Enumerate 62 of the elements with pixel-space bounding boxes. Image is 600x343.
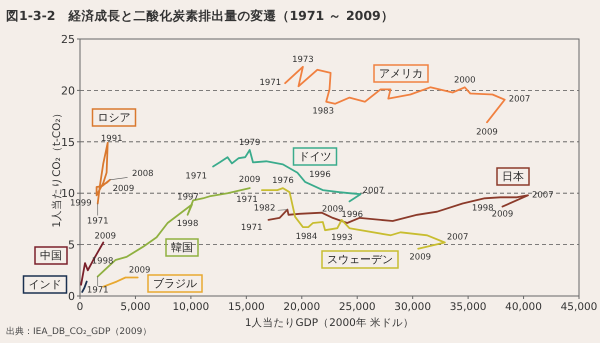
y-axis-title: 1人当たりCO₂（t-CO₂）: [51, 107, 63, 228]
annotation: 1979: [238, 138, 260, 148]
x-tick-label: 45,000: [560, 301, 598, 313]
x-tick-label: 25,000: [338, 301, 376, 313]
y-tick-label: 20: [61, 84, 75, 98]
y-tick-label: 15: [61, 136, 75, 149]
annotation: 1973: [292, 54, 314, 65]
y-tick-label: 25: [61, 33, 75, 46]
series-label: ロシア: [98, 111, 130, 124]
series-label: スウェーデン: [327, 253, 393, 266]
annotation: 1998: [472, 203, 494, 214]
annotation: 1976: [272, 176, 294, 186]
annotation: 1971: [240, 222, 263, 233]
y-tick-label: 10: [61, 187, 75, 200]
annotation: 2007: [362, 186, 384, 196]
x-axis-title: 1人当たりGDP（2000年 米ドル）: [244, 316, 414, 329]
series-label: 日本: [502, 170, 524, 183]
annotation: 2008: [132, 168, 154, 179]
y-tick-label: 0: [68, 290, 75, 303]
annotation: 2009: [476, 127, 498, 138]
x-tick-label: 35,000: [450, 301, 486, 313]
series-label: 韓国: [171, 241, 193, 254]
annotation: 1996: [309, 170, 331, 180]
annotation: 2009: [492, 210, 514, 220]
annotation: 2007: [508, 94, 530, 105]
annotation: 2007: [532, 190, 554, 200]
annotation: 1971: [185, 171, 208, 182]
annotation: 1996: [341, 210, 364, 220]
annotation: 1991: [100, 134, 123, 144]
annotation: 2009: [128, 265, 150, 276]
y-tick-label: 5: [68, 238, 75, 252]
annotation: 1971: [260, 78, 282, 88]
x-tick-label: 10,000: [172, 301, 210, 313]
text: 中国: [40, 249, 62, 262]
annotation: 1998: [176, 218, 198, 229]
x-tick-label: 0: [76, 301, 84, 313]
annotation: 1971: [86, 216, 109, 226]
annotation: 1993: [331, 233, 353, 244]
x-tick-label: 15,000: [228, 301, 265, 313]
series-label: ドイツ: [298, 150, 332, 163]
annotation: 1971: [86, 285, 109, 296]
x-tick-label: 40,000: [505, 301, 542, 313]
annotation: 2007: [446, 232, 468, 243]
chart-title: 図1-3-2 経済成長と二酸化炭素排出量の変遷（1971 ～ 2009）: [6, 8, 394, 23]
annotation: 2009: [322, 204, 344, 214]
series-label: アメリカ: [379, 67, 423, 80]
annotation: 1982: [254, 204, 276, 214]
annotation: 2009: [238, 175, 260, 186]
annotation: 2009: [112, 184, 134, 194]
x-tick-label: 5,000: [120, 301, 150, 313]
annotation: 2000: [454, 75, 476, 86]
annotation: 2009: [409, 252, 432, 263]
annotation: 1984: [296, 232, 318, 242]
source-note: 出典：IEA_DB_CO₂_GDP（2009）: [6, 326, 152, 337]
x-tick-label: 30,000: [394, 301, 432, 313]
series-label: インド: [28, 278, 62, 291]
annotation: 1983: [312, 106, 334, 117]
x-tick-label: 20,000: [283, 301, 320, 313]
series-label: ブラジル: [153, 277, 197, 290]
annotation: 2009: [94, 232, 116, 242]
annotation: 1997: [177, 192, 199, 203]
annotation: 1971: [236, 195, 258, 206]
